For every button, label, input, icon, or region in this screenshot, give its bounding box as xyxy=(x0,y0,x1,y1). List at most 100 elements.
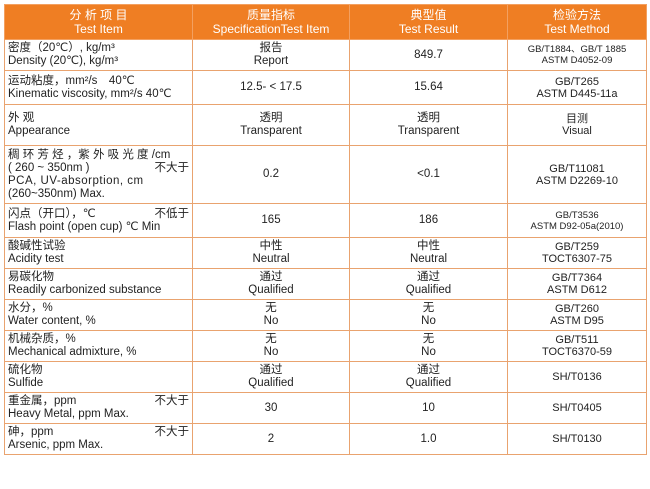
method-line-2: TOCT6307-75 xyxy=(541,253,613,265)
item-zh: 稠 环 芳 烃 ，紫 外 吸 光 度 /cm xyxy=(8,148,171,161)
test-item-cell: 外 观 Appearance xyxy=(4,104,193,146)
test-item-cell: 易碳化物 Readily carbonized substance xyxy=(4,268,193,300)
method-line-2: ASTM D445-11a xyxy=(536,87,618,100)
result-cell: 通过 Qualified xyxy=(349,361,508,393)
header-test-result: 典型值 Test Result xyxy=(349,4,508,40)
table-row: 砷，ppm 不大于 Arsenic, ppm Max. 2 1.0 SH/T0130 xyxy=(4,423,647,455)
item-zh: 密度（20℃）, kg/m³ xyxy=(8,42,115,54)
result-cell: 无 No xyxy=(349,330,508,362)
test-item-cell: 闪点（开口），℃ 不低于 Flash point (open cup) ℃ Min xyxy=(4,203,193,238)
method-cell: SH/T0405 xyxy=(507,392,647,424)
method-cell: GB/T3536 ASTM D92-05a(2010) xyxy=(507,203,647,238)
result-zh: 透明 xyxy=(417,112,440,124)
method-line-2: Visual xyxy=(562,125,592,137)
result-cell: 849.7 xyxy=(349,39,508,71)
item-en: Water content, % xyxy=(8,315,96,327)
item-en: Appearance xyxy=(8,125,71,137)
method-line-1: GB/T11081 xyxy=(549,162,605,175)
spec-cell: 165 xyxy=(192,203,350,238)
header-test-method: 检验方法 Test Method xyxy=(507,4,647,40)
item-limit: 不大于 xyxy=(154,395,190,407)
method-cell: SH/T0130 xyxy=(507,423,647,455)
method-line-2: ASTM D2269-10 xyxy=(536,174,618,187)
test-item-cell: 砷，ppm 不大于 Arsenic, ppm Max. xyxy=(4,423,193,455)
spec-cell: 2 xyxy=(192,423,350,455)
test-item-cell: 机械杂质，% Mechanical admixture, % xyxy=(4,330,193,362)
table-row: 易碳化物 Readily carbonized substance 通过 Quali… xyxy=(4,268,647,300)
spec-cell: 30 xyxy=(192,392,350,424)
item-zh-line: 砷，ppm 不大于 xyxy=(8,426,189,439)
item-limit: 不大于 xyxy=(154,161,190,174)
item-zh: 外 观 xyxy=(8,112,35,124)
spec-en: No xyxy=(263,315,279,327)
result-cell: 中性 Neutral xyxy=(349,237,508,269)
method-cell: 目测 Visual xyxy=(507,104,647,146)
table-row: 运动粘度，mm²/s 40℃ Kinematic viscosity, mm²/s… xyxy=(4,70,647,105)
test-item-cell: 硫化物 Sulfide xyxy=(4,361,193,393)
spec-zh: 通过 xyxy=(259,364,283,376)
spec-en: 12.5- < 17.5 xyxy=(240,81,302,93)
result-en: <0.1 xyxy=(417,168,440,180)
item-en: Sulfide xyxy=(8,377,44,389)
test-item-cell: 酸碱性试验 Acidity test xyxy=(4,237,193,269)
item-range: ( 260 ~ 350nm ) xyxy=(8,161,90,174)
result-en: 15.64 xyxy=(414,81,443,93)
table-row: 外 观 Appearance 透明 Transparent 透明 Transparen… xyxy=(4,104,647,146)
item-en-range: (260~350nm) Max. xyxy=(8,187,105,200)
item-en: PCA, UV-absorption, cm xyxy=(8,174,144,187)
item-limit: 不大于 xyxy=(154,426,190,438)
test-item-cell: 稠 环 芳 烃 ，紫 外 吸 光 度 /cm ( 260 ~ 350nm ) 不大… xyxy=(4,145,193,204)
method-line-1: SH/T0136 xyxy=(552,371,602,383)
result-en: 10 xyxy=(422,401,435,414)
method-line-2: ASTM D92-05a(2010) xyxy=(530,220,624,232)
spec-cell: 无 No xyxy=(192,299,350,331)
method-line-1: GB/T1884、GB/T 1885 xyxy=(527,44,627,55)
table-header: 分 析 项 目 Test Item 质量指标 SpecificationTest I… xyxy=(4,4,647,40)
method-cell: GB/T265 ASTM D445-11a xyxy=(507,70,647,105)
spec-en: Report xyxy=(253,55,289,67)
method-line-1: GB/T3536 xyxy=(555,209,599,221)
result-cell: 186 xyxy=(349,203,508,238)
header-zh: 分 析 项 目 xyxy=(69,8,128,22)
item-zh-line: 重金属，ppm 不大于 xyxy=(8,395,189,408)
method-line-1: GB/T265 xyxy=(554,75,600,88)
item-en: Kinematic viscosity, mm²/s 40℃ xyxy=(8,87,172,100)
method-line-2: TOCT6370-59 xyxy=(541,346,613,358)
table-row: 闪点（开口），℃ 不低于 Flash point (open cup) ℃ Min … xyxy=(4,203,647,238)
item-en: Flash point (open cup) ℃ Min xyxy=(8,220,161,233)
result-en: 186 xyxy=(418,214,439,226)
item-zh: 硫化物 xyxy=(8,364,43,376)
item-en: Readily carbonized substance xyxy=(8,284,162,296)
spec-table-container: 分 析 项 目 Test Item 质量指标 SpecificationTest I… xyxy=(4,4,647,455)
item-en: Acidity test xyxy=(8,253,64,265)
item-en: Density (20℃), kg/m³ xyxy=(8,55,119,67)
method-line-1: GB/T259 xyxy=(554,241,600,253)
item-range-line: ( 260 ~ 350nm ) 不大于 xyxy=(8,162,189,175)
header-en: Test Result xyxy=(398,22,459,36)
spec-en: 0.2 xyxy=(263,168,279,180)
method-line-2: ASTM D95 xyxy=(550,315,604,327)
spec-zh: 通过 xyxy=(259,271,283,283)
spec-en: Transparent xyxy=(240,125,302,137)
method-cell: GB/T511 TOCT6370-59 xyxy=(507,330,647,362)
spec-cell: 报告 Report xyxy=(192,39,350,71)
spec-en: No xyxy=(263,346,279,358)
table-row: 密度（20℃）, kg/m³ Density (20℃), kg/m³ 报告 Rep… xyxy=(4,39,647,71)
method-line-2: ASTM D612 xyxy=(547,284,607,296)
spec-cell: 中性 Neutral xyxy=(192,237,350,269)
method-line-1: 目测 xyxy=(566,113,588,125)
spec-en: Qualified xyxy=(248,284,294,296)
item-zh: 易碳化物 xyxy=(8,271,54,283)
header-en: SpecificationTest Item xyxy=(212,22,330,36)
test-item-cell: 密度（20℃）, kg/m³ Density (20℃), kg/m³ xyxy=(4,39,193,71)
result-en: Transparent xyxy=(397,125,460,137)
spec-en: 30 xyxy=(264,401,278,414)
method-cell: GB/T1884、GB/T 1885 ASTM D4052-09 xyxy=(507,39,647,71)
result-zh: 通过 xyxy=(417,364,440,376)
header-en: Test Method xyxy=(544,22,610,36)
header-en: Test Item xyxy=(74,22,123,36)
test-item-cell: 运动粘度，mm²/s 40℃ Kinematic viscosity, mm²/s… xyxy=(4,70,193,105)
result-cell: <0.1 xyxy=(349,145,508,204)
header-zh: 典型值 xyxy=(410,8,447,22)
result-zh: 无 xyxy=(422,302,435,314)
